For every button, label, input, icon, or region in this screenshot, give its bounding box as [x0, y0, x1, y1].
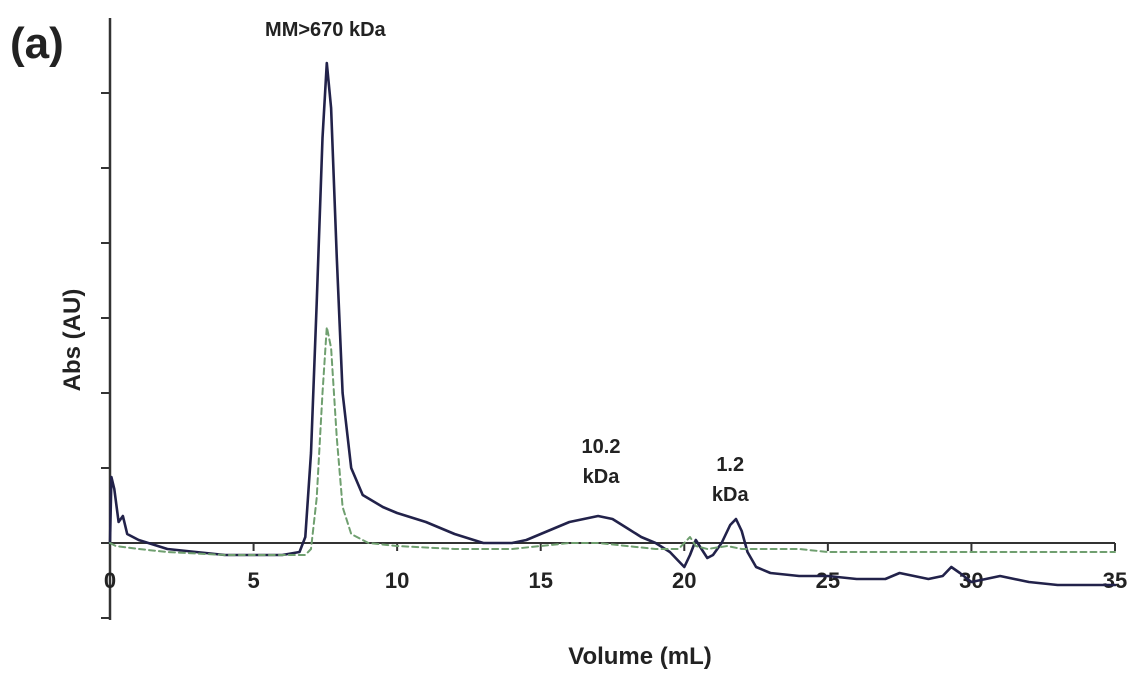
series-layer: [108, 61, 1117, 587]
y-ticks: [101, 92, 110, 619]
x-tick-label: 10: [385, 568, 409, 593]
peak-annotation-line: MM>670 kDa: [265, 19, 386, 41]
series-line-2: [109, 326, 1116, 556]
x-tick-label: 20: [672, 568, 696, 593]
peak-annotation: 1.2 kDa: [712, 454, 750, 506]
peak-annotation-line: 1.2: [716, 454, 744, 476]
panel-label: (a): [10, 19, 64, 68]
peak-annotation: 10.2 kDa: [582, 436, 621, 488]
peak-annotation-line: kDa: [712, 484, 750, 506]
annotation-layer: MM>670 kDa 10.2 kDa 1.2 kDa: [265, 19, 749, 506]
x-tick-label: 35: [1103, 568, 1127, 593]
x-axis-label: Volume (mL): [568, 643, 712, 670]
peak-annotation: MM>670 kDa: [265, 19, 386, 41]
x-ticks: 0 5 10 15 20 25 30 35: [104, 543, 1127, 593]
peak-annotation-line: kDa: [583, 466, 621, 488]
x-tick-label: 5: [247, 568, 259, 593]
x-tick-label: 25: [816, 568, 840, 593]
y-axis-label: Abs (AU): [59, 289, 86, 392]
series-line-1: [108, 61, 1117, 587]
peak-annotation-line: 10.2: [582, 436, 621, 458]
x-tick-label: 0: [104, 568, 116, 593]
x-tick-label: 15: [528, 568, 552, 593]
